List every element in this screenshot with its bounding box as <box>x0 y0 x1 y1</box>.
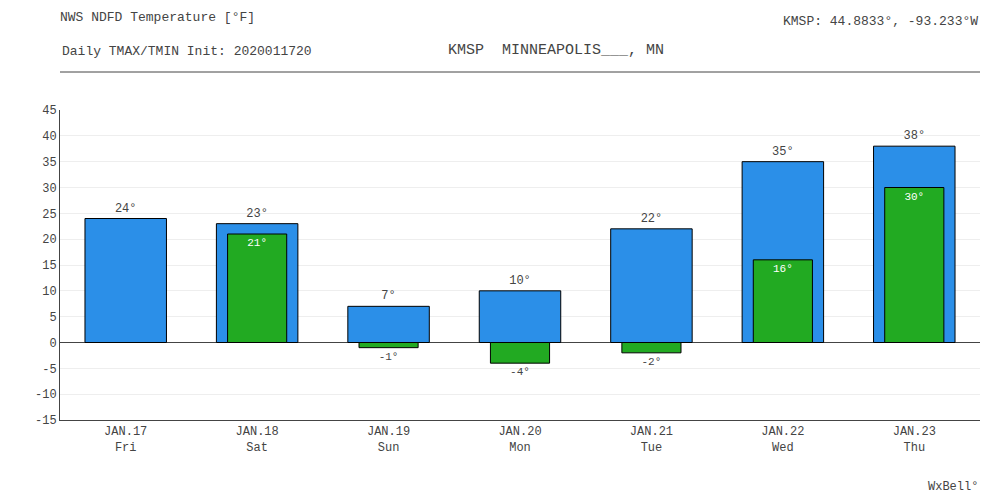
svg-text:JAN.19Sun: JAN.19Sun <box>367 425 410 455</box>
svg-text:JAN.18Sat: JAN.18Sat <box>236 425 279 455</box>
svg-text:KMSP MINNEAPOLIS___, MN: KMSP MINNEAPOLIS___, MN <box>448 42 664 59</box>
svg-text:45: 45 <box>42 104 56 118</box>
svg-text:JAN.23Thu: JAN.23Thu <box>893 425 936 455</box>
svg-text:0: 0 <box>49 337 56 351</box>
svg-text:40: 40 <box>42 130 56 144</box>
svg-text:7°: 7° <box>381 289 395 303</box>
svg-text:WxBell°: WxBell° <box>928 480 978 494</box>
svg-text:-15: -15 <box>35 414 57 428</box>
svg-text:JAN.21Tue: JAN.21Tue <box>630 425 673 455</box>
svg-text:21°: 21° <box>247 237 267 249</box>
svg-text:-4°: -4° <box>510 366 530 378</box>
svg-text:JAN.20Mon: JAN.20Mon <box>498 425 541 455</box>
svg-text:16°: 16° <box>773 263 793 275</box>
svg-text:15: 15 <box>42 259 56 273</box>
svg-text:30: 30 <box>42 182 56 196</box>
svg-text:10°: 10° <box>509 274 531 288</box>
svg-text:-5: -5 <box>42 363 56 377</box>
svg-text:Daily TMAX/TMIN Init: 20200117: Daily TMAX/TMIN Init: 2020011720 <box>62 44 312 59</box>
svg-text:NWS NDFD Temperature [°F]: NWS NDFD Temperature [°F] <box>60 10 255 25</box>
svg-text:JAN.22Wed: JAN.22Wed <box>761 425 804 455</box>
svg-text:23°: 23° <box>246 207 268 221</box>
svg-text:-2°: -2° <box>642 356 662 368</box>
svg-text:-1°: -1° <box>379 351 399 363</box>
svg-text:35°: 35° <box>772 145 794 159</box>
svg-text:10: 10 <box>42 285 56 299</box>
svg-text:-10: -10 <box>35 388 57 402</box>
svg-text:JAN.17Fri: JAN.17Fri <box>104 425 147 455</box>
svg-text:22°: 22° <box>641 212 663 226</box>
svg-text:25: 25 <box>42 208 56 222</box>
svg-text:KMSP: 44.8833°, -93.233°W: KMSP: 44.8833°, -93.233°W <box>783 14 978 29</box>
svg-text:20: 20 <box>42 233 56 247</box>
svg-text:24°: 24° <box>115 202 137 216</box>
svg-text:35: 35 <box>42 156 56 170</box>
svg-text:5: 5 <box>49 311 56 325</box>
svg-text:30°: 30° <box>904 191 924 203</box>
svg-text:38°: 38° <box>903 129 925 143</box>
